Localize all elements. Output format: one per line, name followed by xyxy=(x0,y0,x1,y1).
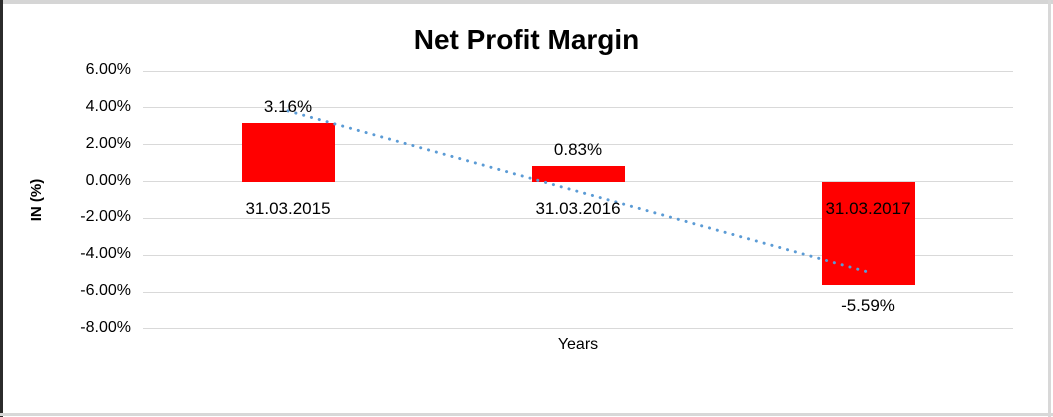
bar-31.03.2015 xyxy=(241,123,335,182)
bar-value-label: 3.16% xyxy=(263,97,313,117)
linear-trendline xyxy=(286,109,870,274)
gridline xyxy=(143,70,1013,72)
frame-border-top xyxy=(0,0,1053,4)
bar-value-label: -5.59% xyxy=(841,295,895,315)
category-label: 31.03.2017 xyxy=(825,199,911,218)
x-axis-title: Years xyxy=(557,336,599,353)
category-label: 31.03.2015 xyxy=(245,199,331,218)
frame-border-bottom xyxy=(0,413,1053,416)
y-tick-label: 6.00% xyxy=(85,61,131,79)
y-tick-label: -4.00% xyxy=(80,245,131,263)
frame-border-right xyxy=(1048,0,1051,417)
gridline xyxy=(143,107,1013,109)
frame-border-left xyxy=(0,0,3,417)
category-label: 31.03.2016 xyxy=(535,199,621,218)
bar-31.03.2016 xyxy=(531,166,625,182)
y-tick-label: -2.00% xyxy=(80,208,131,226)
chart-title: Net Profit Margin xyxy=(413,24,640,55)
y-tick-label: 4.00% xyxy=(85,97,131,115)
y-tick-label: -6.00% xyxy=(80,282,131,300)
bar-value-label: 0.83% xyxy=(553,140,603,160)
y-axis-title: IN (%) xyxy=(28,178,45,222)
gridline xyxy=(143,328,1013,330)
y-tick-label: 2.00% xyxy=(85,134,131,152)
bar-31.03.2017 xyxy=(821,181,915,285)
y-tick-label: 0.00% xyxy=(85,171,131,189)
y-tick-label: -8.00% xyxy=(80,318,131,336)
gridline xyxy=(143,291,1013,293)
